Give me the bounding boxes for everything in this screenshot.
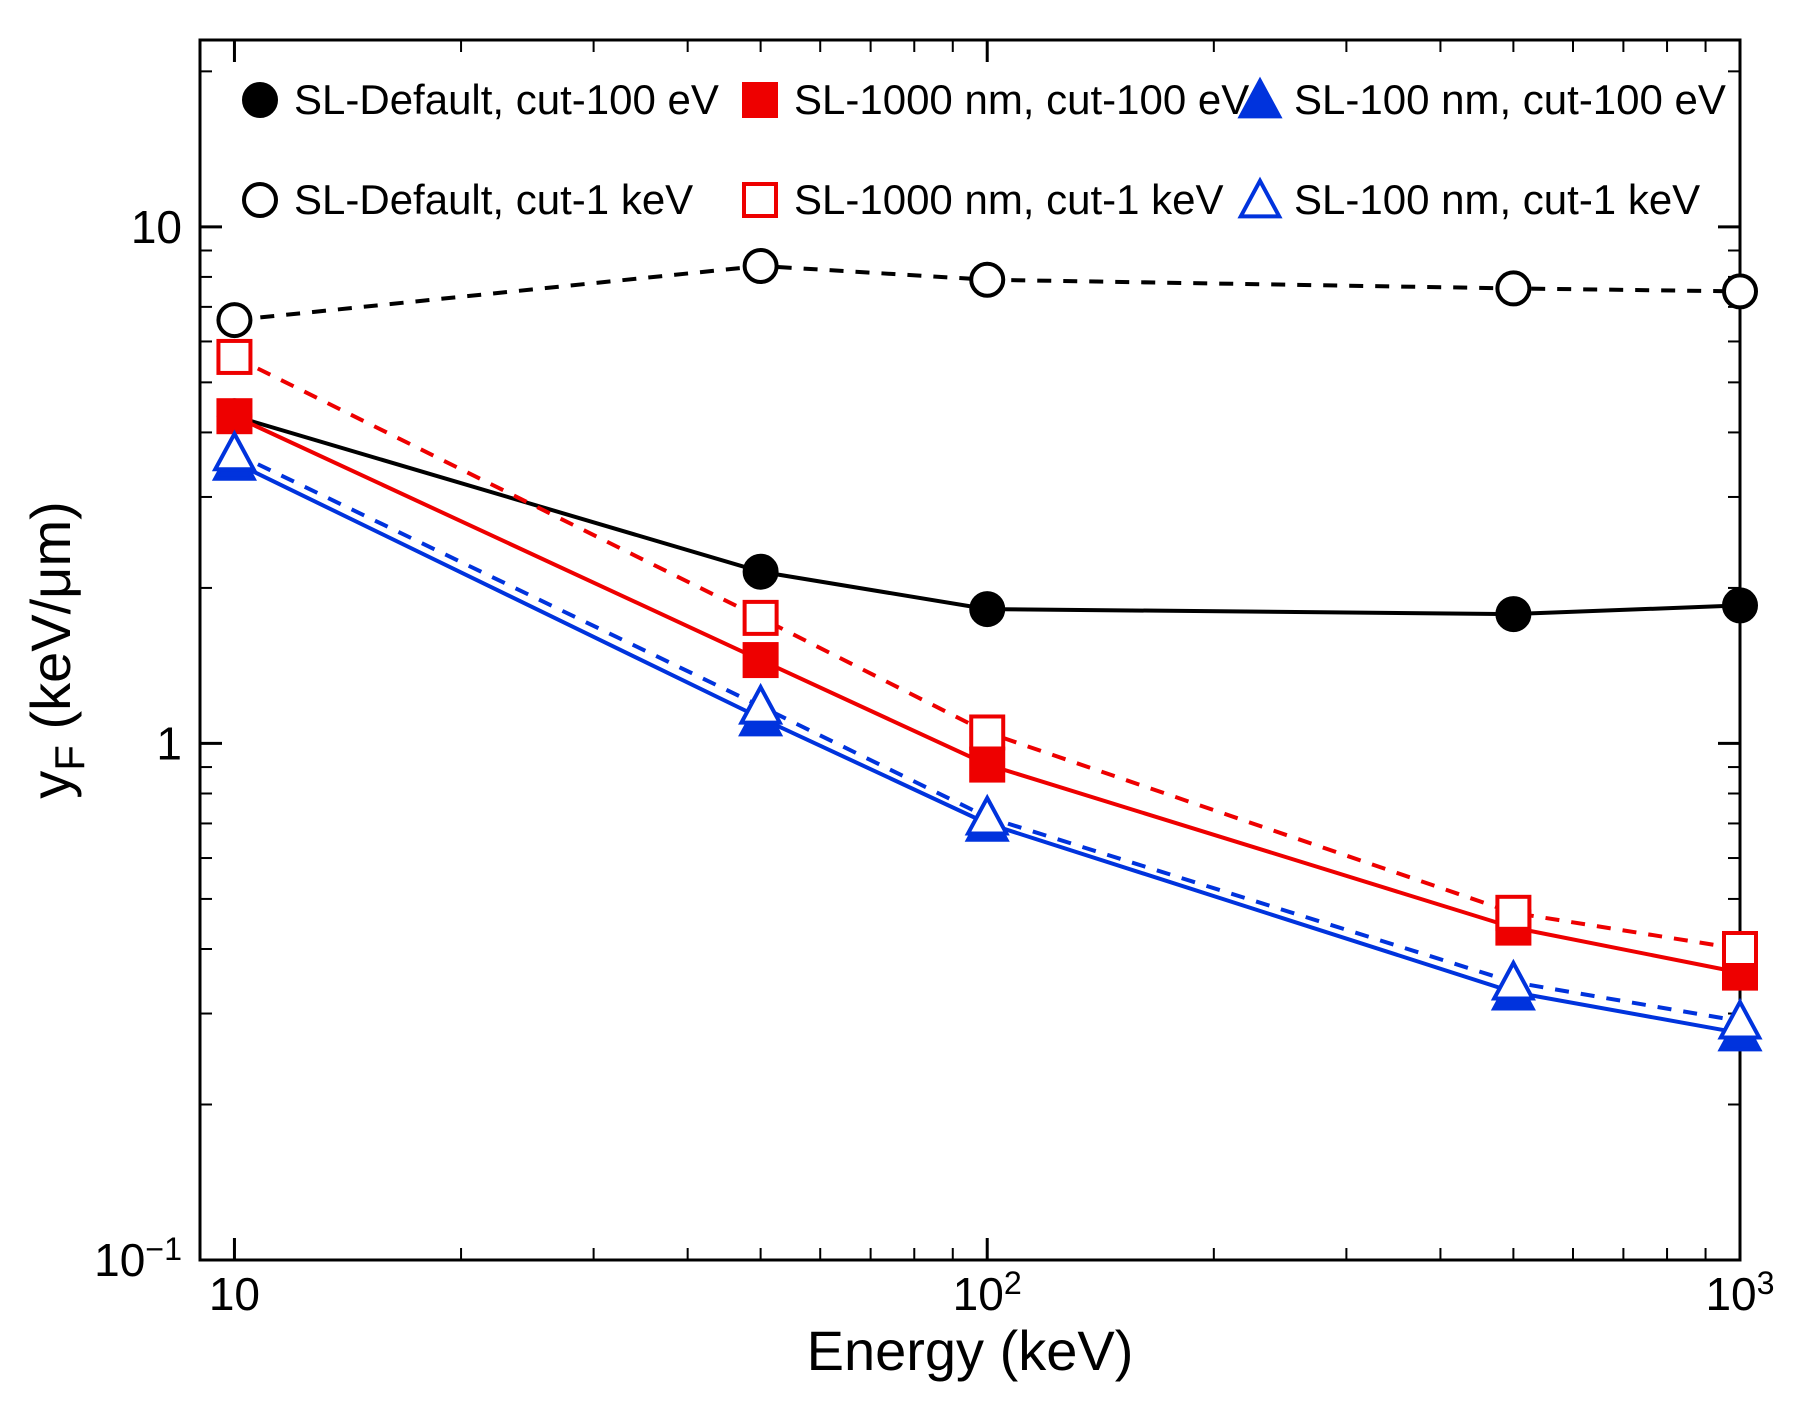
marker-sl_1000nm_1kev bbox=[1724, 933, 1756, 965]
marker-sl_100nm_1kev bbox=[1494, 963, 1532, 999]
svg-text:yF (keV/μm): yF (keV/μm) bbox=[19, 501, 93, 798]
legend-marker-sl_1000nm_1kev bbox=[744, 184, 776, 216]
marker-sl_1000nm_1kev bbox=[1497, 897, 1529, 929]
marker-sl_1000nm_1kev bbox=[745, 602, 777, 634]
legend-marker-sl_default_100ev bbox=[244, 84, 276, 116]
marker-sl_default_1kev bbox=[971, 264, 1003, 296]
legend-marker-sl_default_1kev bbox=[244, 184, 276, 216]
axis-tick-label: 10 bbox=[131, 201, 182, 253]
marker-sl_default_1kev bbox=[1497, 272, 1529, 304]
series-line-sl_1000nm_1kev bbox=[234, 357, 1740, 949]
marker-sl_1000nm_1kev bbox=[971, 716, 1003, 748]
axis-tick-label: 1 bbox=[156, 717, 182, 769]
legend-label-sl_1000nm_100ev: SL-1000 nm, cut-100 eV bbox=[794, 76, 1249, 123]
axis-tick-label: 103 bbox=[1705, 1265, 1774, 1320]
legend-label-sl_100nm_1kev: SL-100 nm, cut-1 keV bbox=[1294, 176, 1700, 223]
marker-sl_default_1kev bbox=[1724, 275, 1756, 307]
series-line-sl_default_100ev bbox=[234, 416, 1740, 614]
plot-border bbox=[200, 40, 1740, 1260]
marker-sl_1000nm_100ev bbox=[218, 400, 250, 432]
marker-sl_default_100ev bbox=[1497, 598, 1529, 630]
chart-svg: 10 102 103 10−1 1 10 Energy (keV) yF (keV/μm) SL… bbox=[0, 0, 1800, 1401]
legend: SL-Default, cut-100 eV SL-1000 nm, cut-10… bbox=[244, 76, 1726, 223]
axis-tick-label: 10 bbox=[209, 1268, 260, 1320]
legend-marker-sl_100nm_1kev bbox=[1241, 181, 1279, 217]
marker-sl_default_1kev bbox=[745, 250, 777, 282]
legend-marker-sl_1000nm_100ev bbox=[744, 84, 776, 116]
legend-label-sl_default_1kev: SL-Default, cut-1 keV bbox=[294, 176, 693, 223]
marker-sl_1000nm_100ev bbox=[745, 644, 777, 676]
marker-sl_100nm_1kev bbox=[1721, 1002, 1759, 1038]
y-axis-title: yF (keV/μm) bbox=[19, 501, 93, 798]
x-axis-title: Energy (keV) bbox=[807, 1319, 1134, 1382]
marker-sl_1000nm_1kev bbox=[218, 341, 250, 373]
legend-label-sl_1000nm_1kev: SL-1000 nm, cut-1 keV bbox=[794, 176, 1224, 223]
axis-tick-label: 10−1 bbox=[94, 1231, 182, 1286]
series-line-sl_1000nm_100ev bbox=[234, 416, 1740, 972]
legend-label-sl_100nm_100ev: SL-100 nm, cut-100 eV bbox=[1294, 76, 1726, 123]
chart-container: 10 102 103 10−1 1 10 Energy (keV) yF (keV/μm) SL… bbox=[0, 0, 1800, 1401]
marker-sl_1000nm_100ev bbox=[971, 749, 1003, 781]
legend-label-sl_default_100ev: SL-Default, cut-100 eV bbox=[294, 76, 719, 123]
marker-sl_default_1kev bbox=[218, 304, 250, 336]
marker-sl_default_100ev bbox=[745, 556, 777, 588]
marker-sl_100nm_1kev bbox=[741, 687, 779, 723]
marker-sl_default_100ev bbox=[1724, 589, 1756, 621]
marker-sl_100nm_1kev bbox=[215, 434, 253, 470]
marker-sl_default_100ev bbox=[971, 593, 1003, 625]
axis-tick-label: 102 bbox=[953, 1265, 1022, 1320]
